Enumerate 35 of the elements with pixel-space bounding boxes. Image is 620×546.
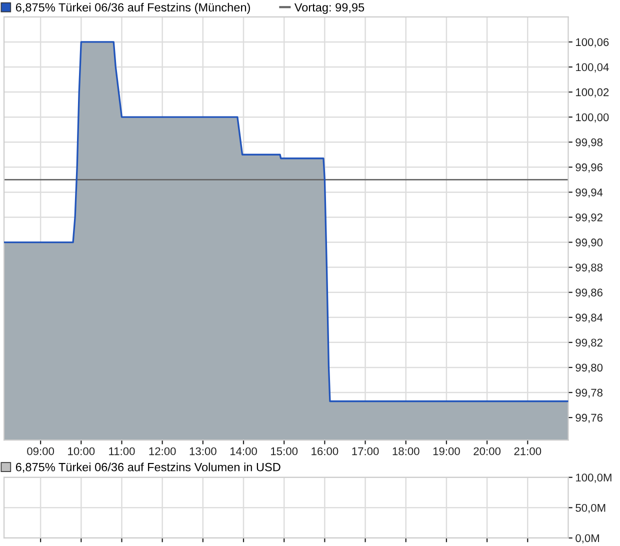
x-tick-label: 12:00 bbox=[149, 447, 176, 456]
y-tick-label: 99,92 bbox=[576, 214, 602, 223]
legend-label: 6,875% Türkei 06/36 auf Festzins Volumen in USD bbox=[16, 462, 280, 473]
y-tick-label: 100,02 bbox=[576, 88, 609, 98]
x-tick-label: 16:00 bbox=[312, 447, 338, 456]
y-tick-label: 99,78 bbox=[576, 388, 602, 398]
y-tick-label: 99,76 bbox=[576, 414, 602, 423]
legend-label: 6,875% Türkei 06/36 auf Festzins (München) bbox=[16, 2, 250, 14]
y-tick-label: 99,84 bbox=[576, 314, 603, 323]
x-tick-label: 13:00 bbox=[190, 447, 216, 456]
y-tick-label: 99,90 bbox=[576, 238, 603, 248]
y-tick-label: 100,0M bbox=[576, 474, 612, 483]
y-tick-label: 100,04 bbox=[576, 63, 609, 72]
x-tick-label: 19:00 bbox=[433, 447, 460, 456]
x-tick-label: 11:00 bbox=[109, 447, 135, 456]
x-tick-label: 17:00 bbox=[352, 447, 379, 456]
x-tick-label: 14:00 bbox=[230, 447, 257, 456]
y-tick-label: 99,88 bbox=[576, 264, 602, 273]
y-tick-label: 99,94 bbox=[576, 188, 603, 198]
y-tick-label: 100,00 bbox=[576, 113, 609, 123]
y-tick-label: 99,86 bbox=[576, 288, 602, 298]
y-tick-label: 0,0M bbox=[576, 534, 599, 544]
y-tick-label: 99,96 bbox=[576, 163, 602, 173]
x-tick-label: 15:00 bbox=[271, 447, 298, 456]
x-tick-label: 10:00 bbox=[68, 447, 95, 456]
y-tick-label: 99,82 bbox=[576, 338, 602, 348]
x-tick-label: 09:00 bbox=[27, 447, 54, 456]
y-tick-label: 100,06 bbox=[576, 38, 609, 48]
x-tick-label: 21:00 bbox=[514, 447, 542, 456]
legend-label: Vortag: 99,95 bbox=[294, 3, 364, 14]
y-tick-label: 99,98 bbox=[576, 138, 602, 148]
x-tick-label: 20:00 bbox=[474, 447, 501, 456]
x-tick-label: 18:00 bbox=[392, 447, 420, 456]
y-tick-label: 50,0M bbox=[576, 504, 606, 514]
y-tick-label: 99,80 bbox=[576, 364, 603, 373]
